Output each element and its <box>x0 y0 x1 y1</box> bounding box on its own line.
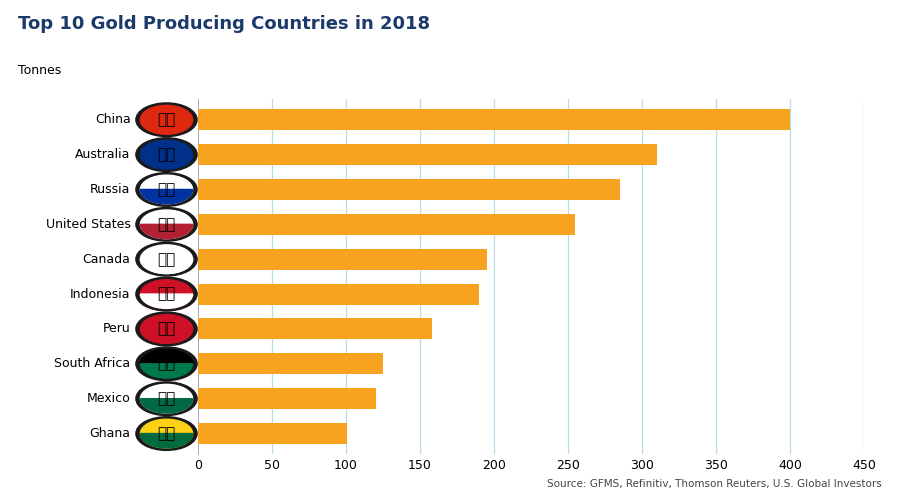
Bar <box>198 249 487 270</box>
Text: Russia: Russia <box>90 183 130 196</box>
Text: China: China <box>94 113 130 126</box>
Text: Tonnes: Tonnes <box>18 64 61 77</box>
Text: 🇬🇭: 🇬🇭 <box>158 426 176 441</box>
Bar <box>198 109 790 130</box>
Bar <box>198 144 657 165</box>
Text: South Africa: South Africa <box>54 357 130 370</box>
Text: Australia: Australia <box>75 148 130 161</box>
Text: 🇿🇦: 🇿🇦 <box>158 356 176 371</box>
Text: Source: GFMS, Refinitiv, Thomson Reuters, U.S. Global Investors: Source: GFMS, Refinitiv, Thomson Reuters… <box>547 479 882 489</box>
Text: Ghana: Ghana <box>89 427 130 440</box>
Text: 🇮🇩: 🇮🇩 <box>158 287 176 301</box>
Bar <box>198 388 375 409</box>
Text: 🇺🇸: 🇺🇸 <box>158 217 176 232</box>
Bar <box>198 423 347 444</box>
Text: 🇲🇽: 🇲🇽 <box>158 391 176 406</box>
Text: United States: United States <box>46 218 130 231</box>
Bar <box>198 319 432 339</box>
Bar <box>198 179 620 200</box>
Text: 🇷🇺: 🇷🇺 <box>158 182 176 197</box>
Text: 🇨🇳: 🇨🇳 <box>158 112 176 127</box>
Text: Mexico: Mexico <box>86 392 130 405</box>
Bar <box>198 353 383 374</box>
Text: Top 10 Gold Producing Countries in 2018: Top 10 Gold Producing Countries in 2018 <box>18 15 430 33</box>
Bar <box>198 214 575 235</box>
Text: 🇨🇦: 🇨🇦 <box>158 252 176 267</box>
Text: Canada: Canada <box>83 253 130 266</box>
Bar <box>198 284 479 304</box>
Text: 🇦🇺: 🇦🇺 <box>158 147 176 162</box>
Text: 🇵🇪: 🇵🇪 <box>158 322 176 336</box>
Text: Indonesia: Indonesia <box>70 288 130 300</box>
Text: Peru: Peru <box>103 323 130 335</box>
